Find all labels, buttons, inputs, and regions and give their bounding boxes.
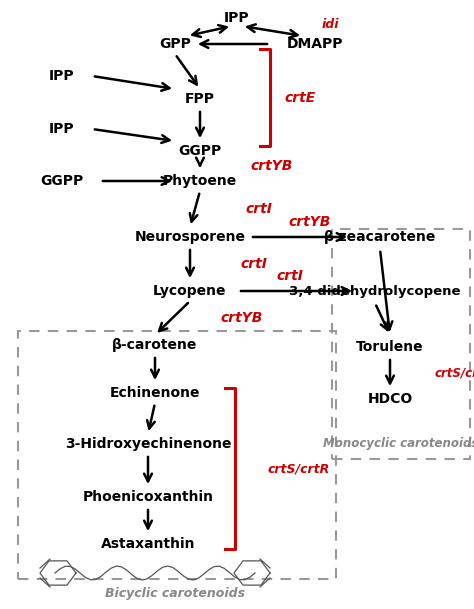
Text: crtI: crtI <box>245 202 272 216</box>
Text: β-zeacarotene: β-zeacarotene <box>324 230 436 244</box>
Text: crtYB: crtYB <box>220 311 263 325</box>
Text: crtYB: crtYB <box>250 159 292 173</box>
Text: 3-Hidroxyechinenone: 3-Hidroxyechinenone <box>65 437 231 451</box>
Text: crtI: crtI <box>276 269 303 283</box>
Text: Phytoene: Phytoene <box>163 174 237 188</box>
Text: GGPP: GGPP <box>178 144 222 158</box>
Text: Lycopene: Lycopene <box>153 284 227 298</box>
Text: crtYB: crtYB <box>289 215 331 229</box>
Bar <box>332 229 470 459</box>
Text: crtI: crtI <box>240 257 267 271</box>
Text: IPP: IPP <box>49 69 75 83</box>
Text: FPP: FPP <box>185 92 215 106</box>
Text: IPP: IPP <box>49 122 75 136</box>
Text: GPP: GPP <box>159 37 191 51</box>
Text: IPP: IPP <box>224 11 250 25</box>
Text: Astaxanthin: Astaxanthin <box>101 537 195 551</box>
Bar <box>18 331 336 579</box>
Text: β-carotene: β-carotene <box>112 338 198 352</box>
Text: DMAPP: DMAPP <box>287 37 343 51</box>
Text: crtE: crtE <box>284 91 316 105</box>
Text: Torulene: Torulene <box>356 340 424 354</box>
Text: HDCO: HDCO <box>367 392 413 406</box>
Text: 3,4 didehydrolycopene: 3,4 didehydrolycopene <box>289 284 461 298</box>
Text: Monocyclic carotenoids: Monocyclic carotenoids <box>323 437 474 451</box>
Text: idi: idi <box>321 18 339 32</box>
Text: Bicyclic carotenoids: Bicyclic carotenoids <box>105 588 245 600</box>
Text: crtS/crtR: crtS/crtR <box>268 462 330 476</box>
Text: Echinenone: Echinenone <box>110 386 200 400</box>
Text: crtS/crtR: crtS/crtR <box>435 367 474 379</box>
Text: GGPP: GGPP <box>40 174 83 188</box>
Text: Phoenicoxanthin: Phoenicoxanthin <box>82 490 213 504</box>
Text: Neurosporene: Neurosporene <box>135 230 246 244</box>
